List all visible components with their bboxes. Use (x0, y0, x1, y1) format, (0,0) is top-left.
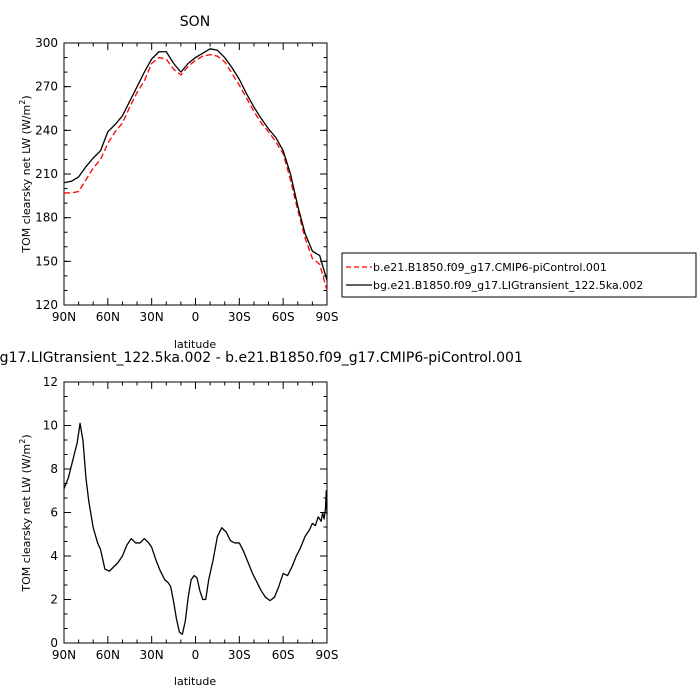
y-tick-label: 270 (35, 80, 58, 94)
x-tick-label: 30N (140, 648, 164, 662)
y-tick-label: 300 (35, 36, 58, 50)
x-tick-label: 60N (96, 648, 120, 662)
x-tick-label: 60N (96, 310, 120, 324)
x-tick-label: 60S (272, 310, 295, 324)
y-tick-label: 180 (35, 211, 58, 225)
legend-entry-transient: bg.e21.B1850.f09_g17.LIGtransient_122.5k… (373, 279, 643, 292)
y-tick-label: 2 (50, 593, 58, 607)
x-tick-label: 0 (192, 310, 200, 324)
legend: b.e21.B1850.f09_g17.CMIP6-piControl.001 … (341, 252, 697, 298)
top-plot-area: 90N 60N 30N 0 30S 60S 90S 120 150 180 210 240 270 300 (35, 36, 338, 324)
x-tick-label: 90N (52, 310, 76, 324)
series-line-0-1 (63, 48, 328, 281)
bottom-x-axis-label: latitude (174, 675, 216, 688)
legend-entry-control: b.e21.B1850.f09_g17.CMIP6-piControl.001 (373, 261, 607, 274)
x-tick-label: 60S (272, 648, 295, 662)
x-tick-label: 90N (52, 648, 76, 662)
top-panel: SON latitude TOM clearsky net LW (W/m2) … (18, 14, 338, 351)
bottom-panel: bg.e21.B1850.f09_g17.LIGtransient_122.5k… (0, 350, 523, 688)
x-tick-label: 30S (228, 648, 251, 662)
plot-frame (63, 381, 328, 644)
x-tick-label: 90S (316, 310, 339, 324)
top-y-axis-label: TOM clearsky net LW (W/m2) (18, 95, 33, 253)
series-line-1-0 (63, 422, 328, 635)
bottom-chart-title: bg.e21.B1850.f09_g17.LIGtransient_122.5k… (0, 350, 523, 366)
bottom-plot-area: 90N 60N 30N 0 30S 60S 90S 0 2 4 6 8 10 12 (43, 375, 339, 662)
top-chart-title: SON (180, 14, 210, 30)
bottom-y-axis-label: TOM clearsky net LW (W/m2) (18, 434, 33, 592)
x-tick-label: 90S (316, 648, 339, 662)
y-tick-label: 6 (50, 506, 58, 520)
y-tick-label: 4 (50, 549, 58, 563)
top-x-axis-label: latitude (174, 338, 216, 351)
legend-box (341, 252, 697, 298)
y-tick-label: 150 (35, 254, 58, 268)
y-tick-label: 210 (35, 167, 58, 181)
y-tick-label: 10 (43, 419, 58, 433)
y-tick-label: 240 (35, 123, 58, 137)
y-tick-label: 120 (35, 298, 58, 312)
x-tick-label: 0 (192, 648, 200, 662)
x-tick-label: 30N (140, 310, 164, 324)
y-tick-label: 12 (43, 375, 58, 389)
series-line-0-0 (64, 53, 328, 291)
plot-frame (63, 42, 328, 306)
y-tick-label: 8 (50, 462, 58, 476)
x-tick-label: 30S (228, 310, 251, 324)
y-tick-label: 0 (50, 636, 58, 650)
